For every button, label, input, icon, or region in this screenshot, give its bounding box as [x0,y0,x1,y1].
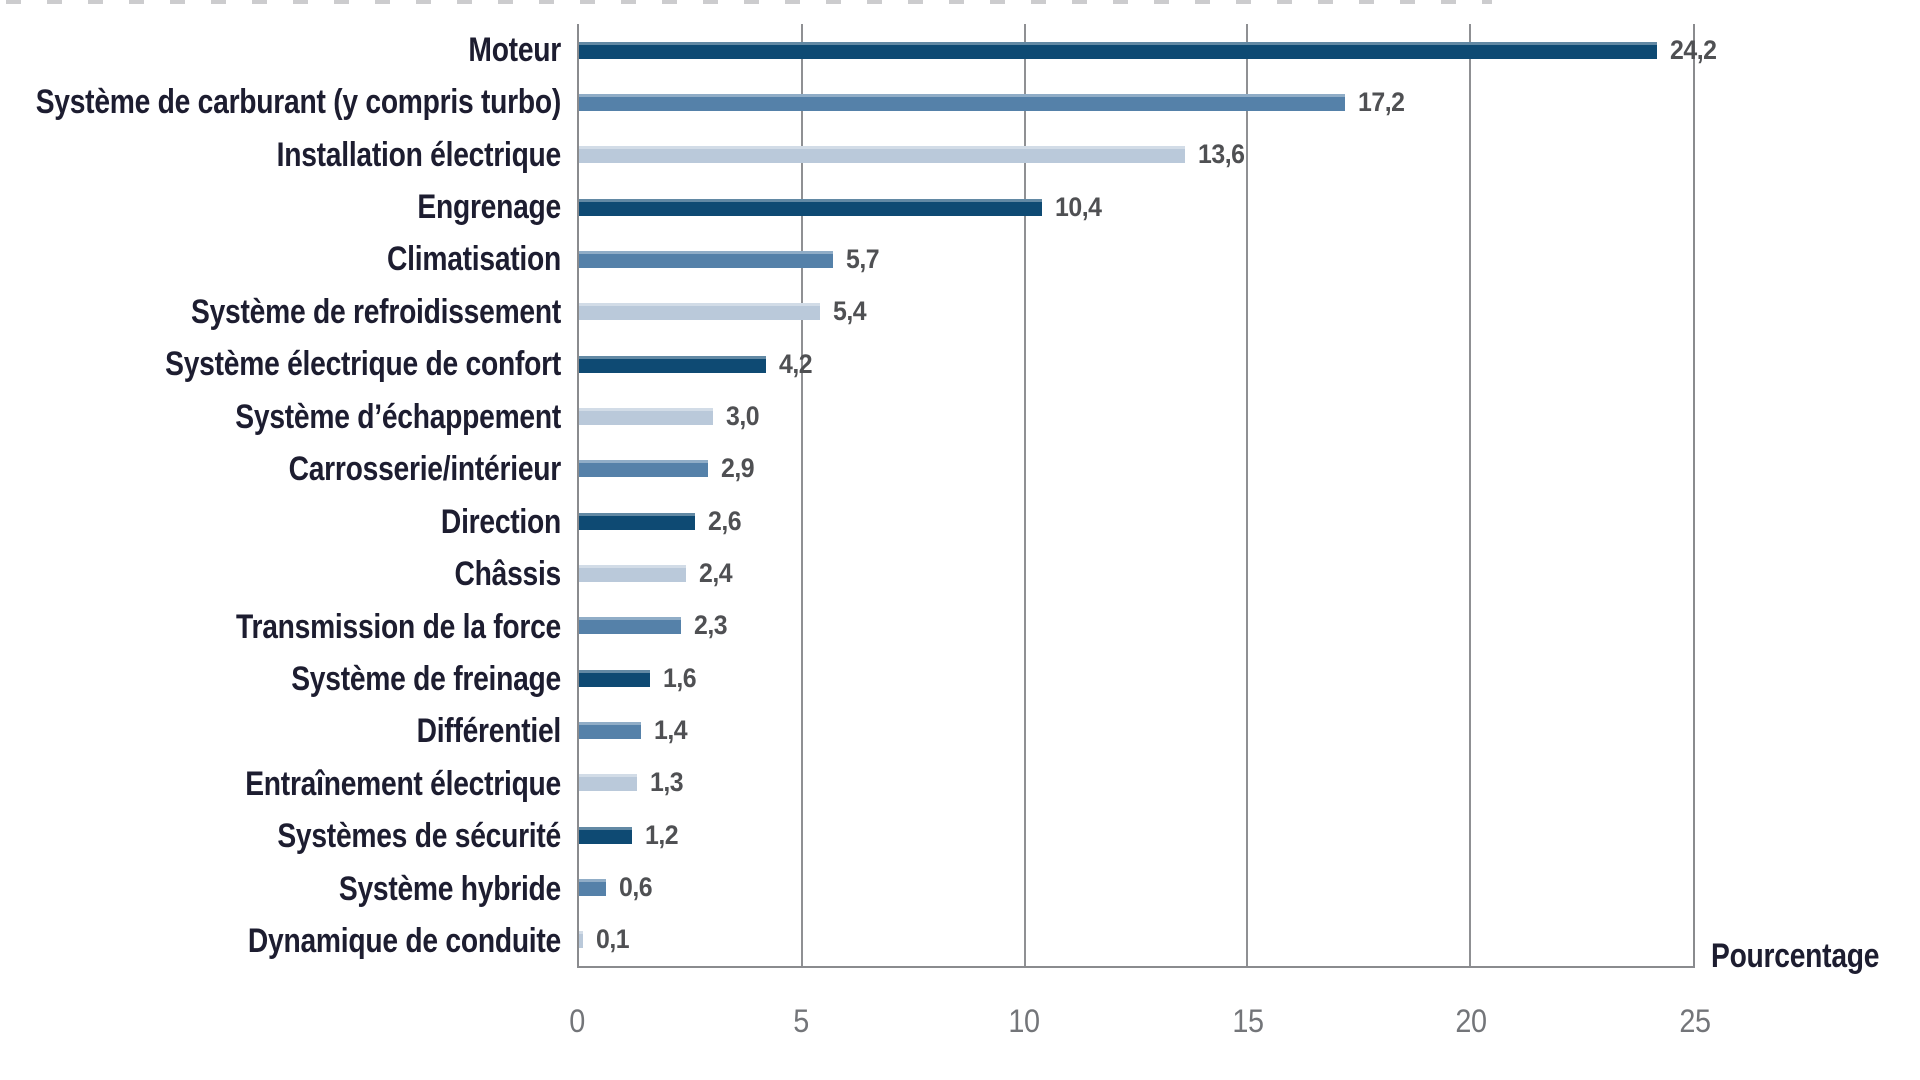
value-label: 5,7 [845,243,880,274]
bar-row: 1,3 [579,757,1693,809]
category-label: Système hybride [338,869,561,908]
bar-row: 5,7 [579,233,1693,285]
value-label: 2,3 [694,610,728,641]
category-label: Entraînement électrique [245,764,561,803]
bar [579,564,686,582]
value-label: 1,2 [645,819,679,850]
value-label: 4,2 [779,348,813,379]
x-tick-label-25: 25 [1679,1003,1711,1039]
x-axis-tick-labels: 0 5 10 15 20 25 [569,1002,1711,1046]
value-label: 24,2 [1670,34,1717,65]
bar [579,931,584,949]
category-label: Système électrique de confort [165,345,561,384]
bar-row: 2,6 [579,495,1693,547]
category-label: Moteur [468,30,561,69]
value-label: 1,4 [654,714,688,745]
plot-area: 24,2 17,2 13,6 10,4 5,7 5,4 4,2 3,0 2,9 2,6 2,4 2,3… [577,24,1717,968]
category-label: Châssis [454,555,562,594]
value-label: 1,3 [649,767,684,798]
x-tick-label-5: 5 [792,1003,809,1039]
gridline-20 [1469,24,1472,966]
bar [579,93,1346,111]
category-label: Système d’échappement [235,397,562,436]
bar [579,826,633,844]
cropped-text-artifact [6,0,1492,4]
category-label: Direction [440,502,561,541]
bars-container: 24,2 17,2 13,6 10,4 5,7 5,4 4,2 3,0 2,9 2,6 2,4 2,3… [579,24,1717,966]
value-label: 2,4 [698,557,733,588]
bar [579,146,1186,164]
bar [579,41,1658,59]
bar [579,355,767,373]
x-tick-label-10: 10 [1008,1003,1041,1039]
value-label: 2,9 [721,453,755,484]
value-label: 3,0 [725,400,760,431]
gridline-10 [1023,24,1026,966]
category-label: Transmission de la force [236,607,561,646]
x-tick-label-15: 15 [1232,1003,1264,1039]
bar-row: 24,2 [579,24,1717,76]
value-label: 1,6 [663,662,697,693]
category-label: Différentiel [416,712,562,751]
gridline-5 [800,24,803,966]
x-tick-label-0: 0 [569,1003,585,1039]
value-label: 17,2 [1358,86,1405,117]
bar-row: 10,4 [579,181,1693,233]
category-label: Engrenage [417,188,561,227]
bar [579,303,820,321]
value-label: 0,6 [618,871,653,902]
x-axis-title: Pourcentage [1711,936,1880,975]
bar [579,721,642,739]
bar-row: 4,2 [579,338,1693,390]
bar-row: 0,6 [579,861,1693,913]
category-label: Dynamique de conduite [247,922,562,961]
value-label: 13,6 [1198,139,1245,170]
bar-row: 2,4 [579,547,1693,599]
bar [579,460,709,478]
value-label: 0,1 [596,924,630,955]
bar-row: 2,9 [579,443,1693,495]
bar [579,617,682,635]
category-label: Carrosserie/intérieur [288,450,562,489]
bar-row: 17,2 [579,76,1693,128]
value-label: 10,4 [1055,191,1102,222]
bar [579,250,833,268]
bar-row: 0,1 [579,914,1693,966]
value-label: 5,4 [832,296,867,327]
category-label: Installation électrique [276,135,562,174]
bar [579,878,606,896]
bar-row: 1,2 [579,809,1693,861]
bar-row: 13,6 [579,129,1693,181]
bar-row: 1,6 [579,652,1693,704]
category-label: Système de refroidissement [191,292,561,331]
bar [579,198,1043,216]
bar [579,774,637,792]
category-label: Systèmes de sécurité [277,817,561,856]
x-tick-label-20: 20 [1455,1003,1488,1039]
gridline-15 [1246,24,1249,966]
value-label: 2,6 [707,505,742,536]
category-axis-labels: Moteur Système de carburant (y compris tu… [0,24,562,968]
bar-row: 1,4 [579,704,1693,756]
bar-row: 5,4 [579,286,1693,338]
category-label: Système de carburant (y compris turbo) [35,83,562,122]
bar [579,512,695,530]
category-label: Système de freinage [291,659,561,698]
bar-row: 2,3 [579,600,1693,652]
bar [579,669,651,687]
bar-row: 3,0 [579,390,1693,442]
category-label: Climatisation [387,240,561,279]
bar [579,407,713,425]
